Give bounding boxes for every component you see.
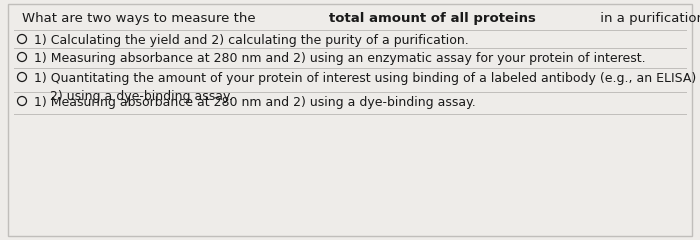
Text: 1) Quantitating the amount of your protein of interest using binding of a labele: 1) Quantitating the amount of your prote…	[34, 72, 700, 103]
Text: What are two ways to measure the: What are two ways to measure the	[22, 12, 260, 25]
Text: 1) Calculating the yield and 2) calculating the purity of a purification.: 1) Calculating the yield and 2) calculat…	[34, 34, 469, 47]
Text: total amount of all proteins: total amount of all proteins	[329, 12, 536, 25]
FancyBboxPatch shape	[8, 4, 692, 236]
Text: 1) Measuring absorbance at 280 nm and 2) using an enzymatic assay for your prote: 1) Measuring absorbance at 280 nm and 2)…	[34, 52, 645, 65]
Text: 1) Measuring absorbance at 280 nm and 2) using a dye-binding assay.: 1) Measuring absorbance at 280 nm and 2)…	[34, 96, 476, 109]
Text: in a purification sample?: in a purification sample?	[596, 12, 700, 25]
